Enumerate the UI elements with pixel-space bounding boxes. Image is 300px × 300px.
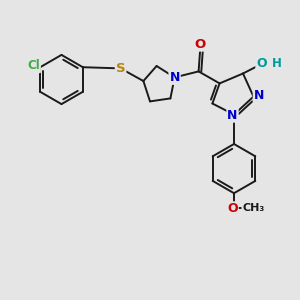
Text: H: H	[272, 57, 281, 70]
Text: N: N	[254, 88, 264, 102]
Text: S: S	[116, 62, 125, 75]
Text: Cl: Cl	[27, 59, 40, 72]
Text: O: O	[227, 202, 238, 215]
Text: O: O	[195, 38, 206, 51]
Text: CH₃: CH₃	[242, 203, 265, 213]
Text: O: O	[256, 57, 267, 70]
Text: N: N	[169, 71, 180, 84]
Text: N: N	[227, 109, 238, 122]
